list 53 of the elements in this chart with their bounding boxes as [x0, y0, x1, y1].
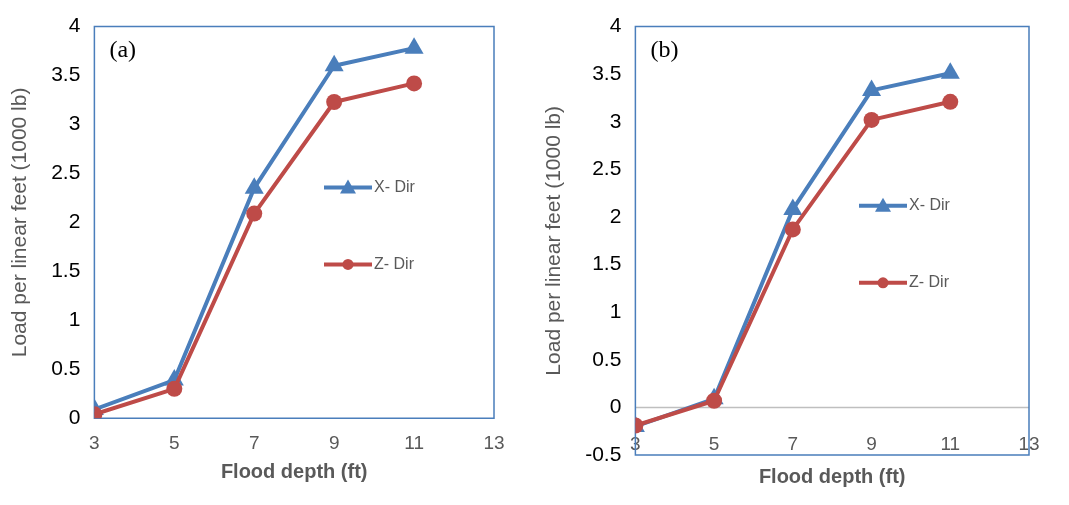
x-tick-label: 11: [940, 433, 961, 455]
point: [863, 111, 880, 128]
y-tick-label: 2: [609, 203, 622, 227]
x-tick-label: 9: [328, 431, 340, 453]
y-tick-label: 0: [609, 394, 622, 418]
x-tick-label: 5: [708, 433, 720, 455]
x-tick-label: 11: [404, 431, 424, 453]
point: [783, 198, 803, 215]
point: [326, 93, 343, 110]
point: [862, 79, 882, 96]
y-tick-label: 3: [68, 111, 81, 135]
point: [404, 37, 424, 54]
x-axis-title: Flood depth (ft): [758, 464, 906, 487]
point: [246, 205, 263, 222]
y-tick-label: 1.5: [592, 251, 622, 275]
legend-label: X- Dir: [909, 196, 951, 214]
y-tick-label: 0.5: [592, 346, 622, 370]
y-tick-label: 3.5: [51, 62, 81, 86]
y-tick-label: 2.5: [51, 160, 81, 184]
y-tick-label: 3.5: [592, 61, 622, 84]
annotation: (a): [109, 35, 137, 62]
x-axis-title: Flood depth (ft): [220, 459, 368, 482]
y-axis-title: Load per linear feet (1000 lb): [541, 105, 565, 376]
y-tick-label: 4: [68, 13, 81, 37]
legend-label: X- Dir: [374, 177, 416, 195]
y-tick-label: 1: [609, 299, 622, 322]
y-tick-label: -0.5: [585, 441, 622, 465]
x-tick-label: 3: [89, 431, 100, 453]
y-tick-label: 2: [68, 209, 81, 233]
y-tick-label: 1.5: [51, 258, 81, 282]
x-tick-label: 5: [169, 431, 180, 453]
y-tick-label: 2.5: [592, 156, 622, 180]
y-tick-label: 0: [68, 405, 81, 428]
y-tick-label: 3: [609, 108, 622, 132]
y-tick-label: 4: [609, 13, 622, 37]
legend-label: Z- Dir: [909, 273, 950, 291]
legend-label: Z- Dir: [374, 254, 415, 272]
annotation: (b): [650, 35, 679, 62]
x-tick-label: 9: [866, 433, 877, 455]
point: [706, 392, 723, 409]
point: [324, 54, 344, 72]
y-axis-title: Load per linear feet (1000 lb): [7, 87, 31, 358]
y-tick-label: 1: [68, 307, 81, 331]
x-tick-label: 7: [787, 433, 799, 455]
x-tick-label: 13: [483, 431, 505, 453]
point: [166, 380, 183, 397]
point: [244, 177, 264, 194]
x-tick-label: 7: [248, 431, 260, 453]
point: [406, 75, 423, 92]
y-tick-label: 0.5: [51, 356, 81, 380]
point: [784, 221, 801, 238]
point: [940, 62, 960, 79]
point: [942, 93, 959, 110]
